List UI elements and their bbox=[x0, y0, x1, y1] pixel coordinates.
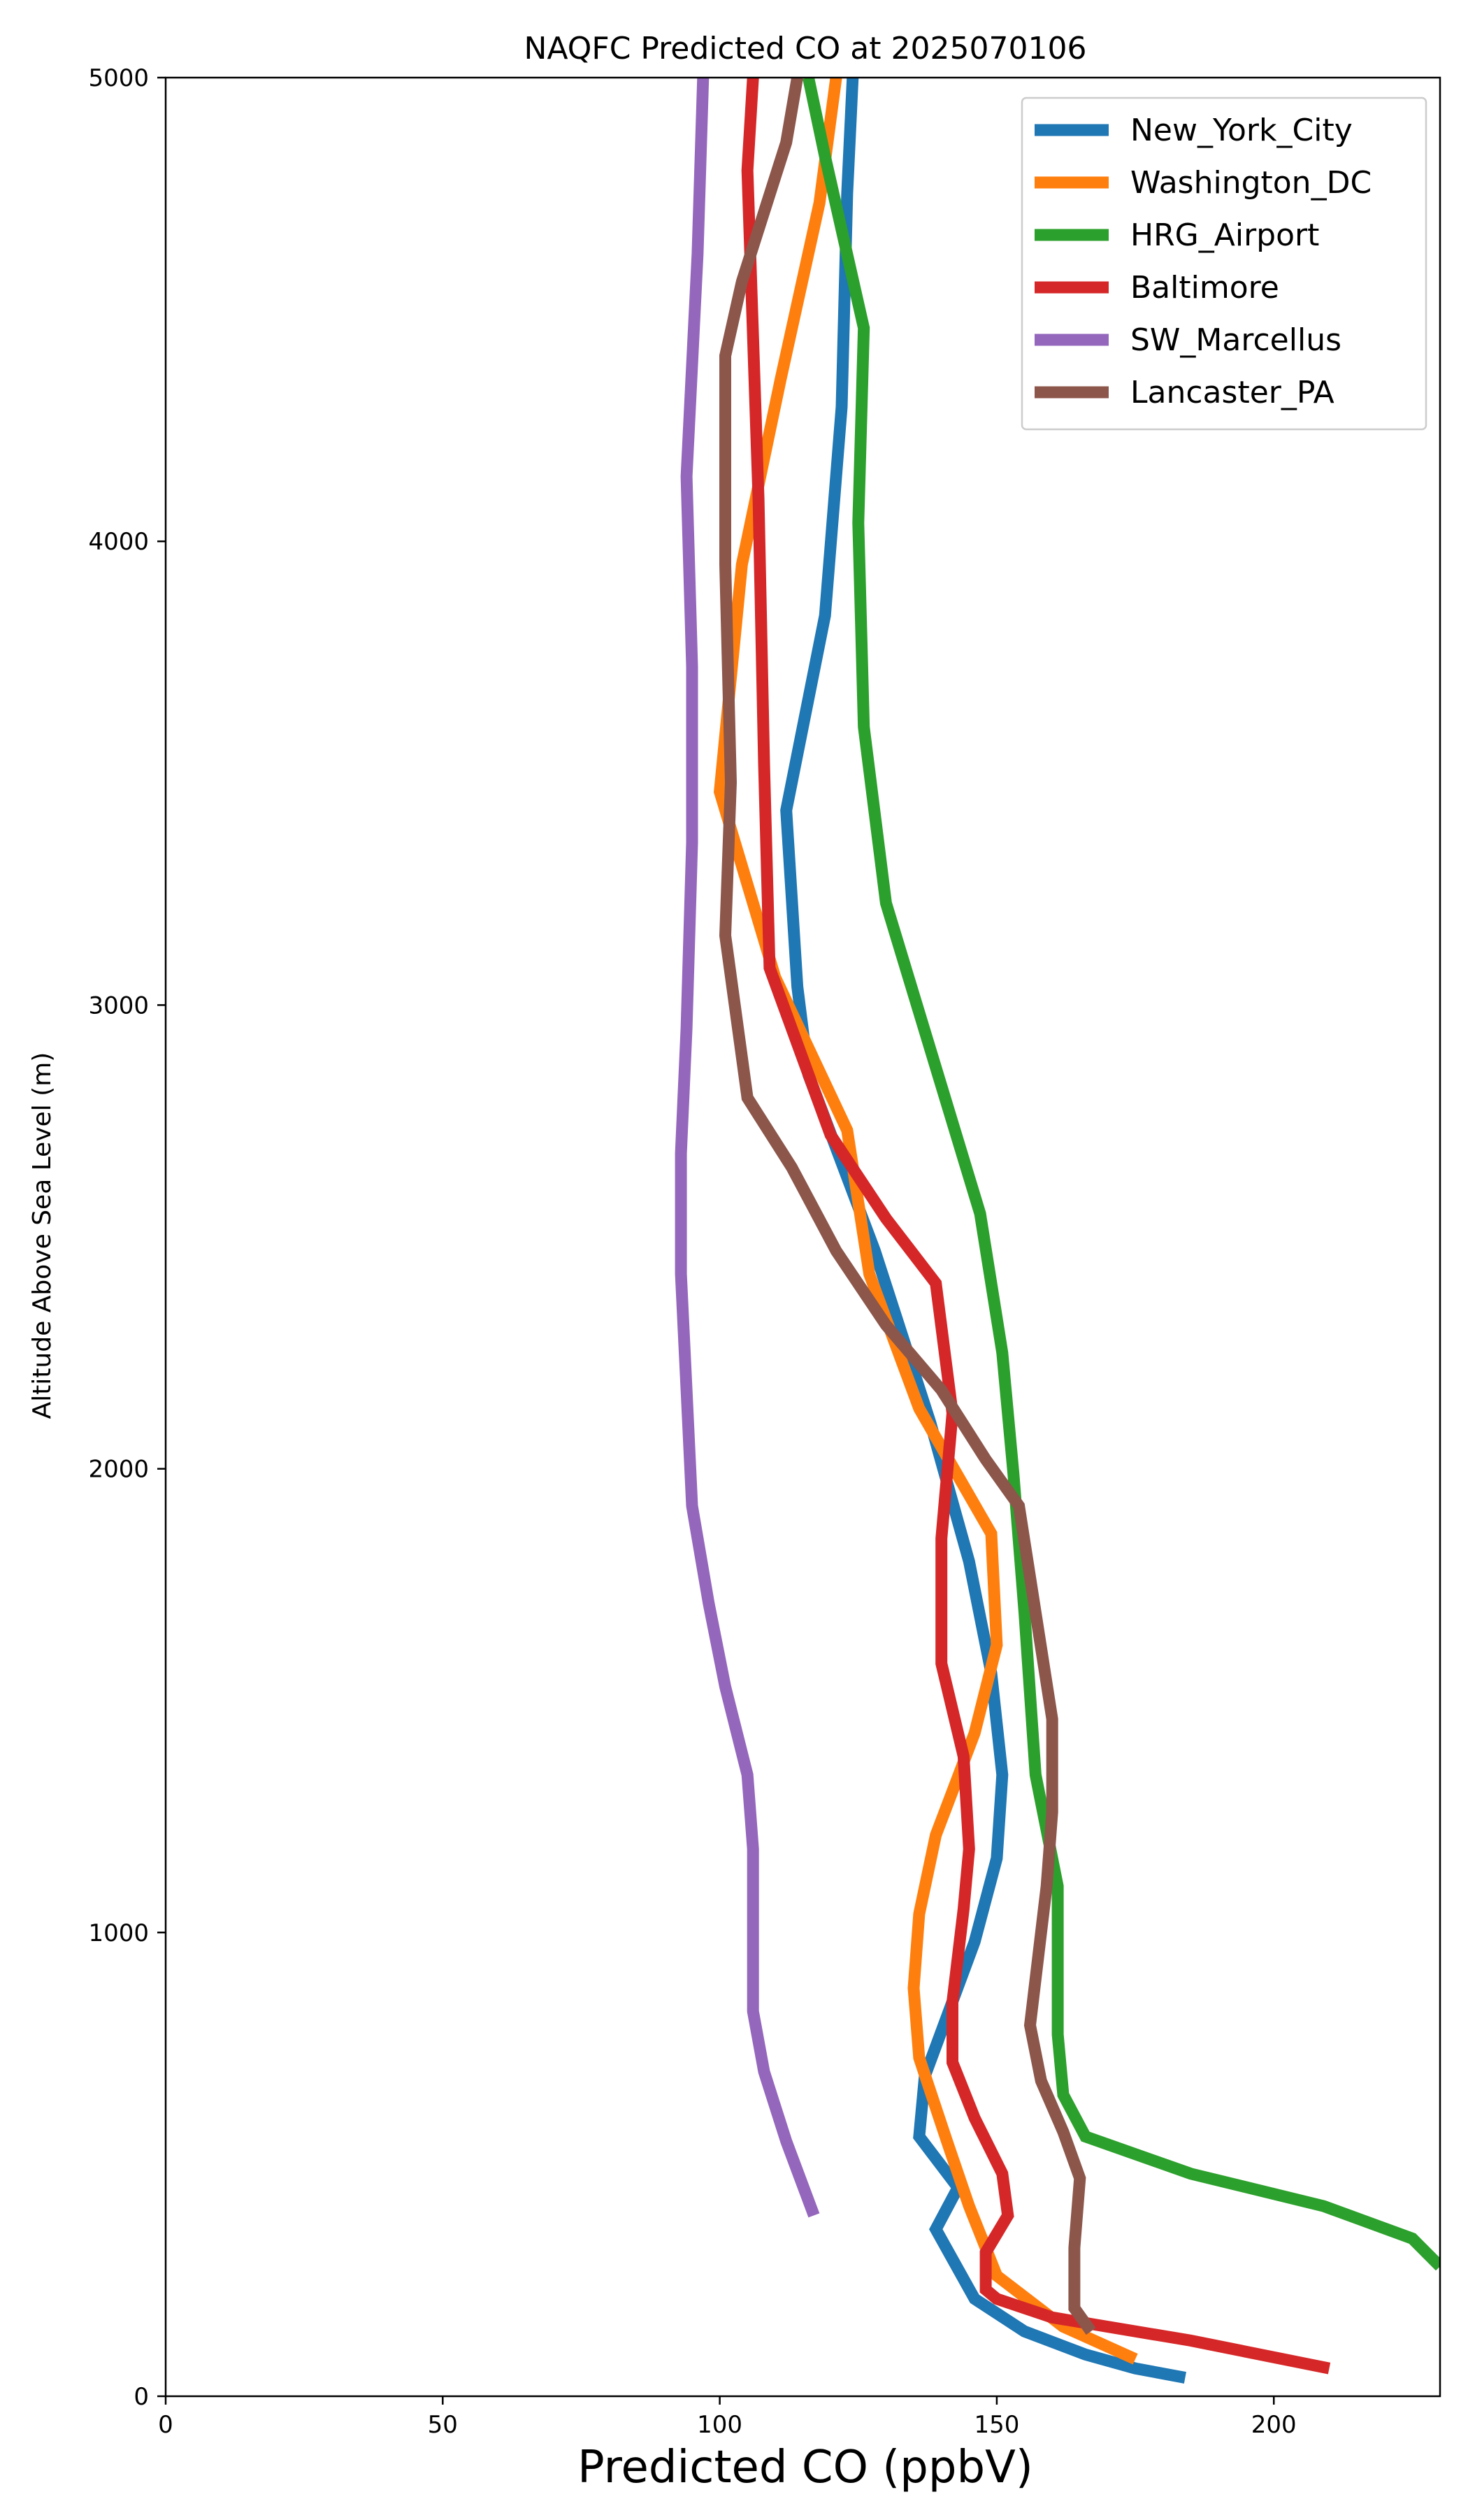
y-tick-label: 2000 bbox=[88, 1456, 149, 1484]
x-tick-label: 50 bbox=[428, 2411, 458, 2439]
series-line-baltimore bbox=[741, 78, 1331, 2375]
x-tick-label: 200 bbox=[1251, 2411, 1297, 2439]
y-axis-label: Altitude Above Sea Level (m) bbox=[28, 1052, 57, 1419]
legend-label: SW_Marcellus bbox=[1130, 322, 1341, 358]
plot-frame bbox=[164, 76, 1441, 2398]
y-tick-label: 0 bbox=[134, 2383, 149, 2411]
y-tick-label: 4000 bbox=[88, 528, 149, 556]
legend: New_York_City Washington_DC HRG_Airport Bal… bbox=[1021, 96, 1427, 431]
x-tick-label: 0 bbox=[158, 2411, 173, 2439]
legend-label: Baltimore bbox=[1130, 270, 1279, 306]
y-tick-label: 5000 bbox=[88, 64, 149, 92]
legend-label: HRG_Airport bbox=[1130, 217, 1319, 253]
x-tick-label: 150 bbox=[974, 2411, 1019, 2439]
series-layer bbox=[675, 78, 1440, 2384]
legend-label: New_York_City bbox=[1130, 113, 1353, 148]
series-line-lancaster-pa bbox=[719, 78, 1096, 2335]
chart-title: NAQFC Predicted CO at 2025070106 bbox=[524, 31, 1087, 66]
series-line-sw-marcellus bbox=[675, 78, 820, 2218]
legend-label: Lancaster_PA bbox=[1130, 375, 1334, 410]
series-line-hrg-airport bbox=[803, 78, 1440, 2271]
series-line-new-york-city bbox=[780, 78, 1186, 2384]
y-tick-label: 1000 bbox=[88, 1919, 149, 1947]
x-tick-label: 100 bbox=[697, 2411, 742, 2439]
legend-box bbox=[1021, 96, 1427, 431]
y-tick-label: 3000 bbox=[88, 991, 149, 1019]
legend-label: Washington_DC bbox=[1130, 165, 1372, 201]
series-line-washington-dc bbox=[713, 78, 1138, 2365]
x-axis-label: Predicted CO (ppbV) bbox=[577, 2442, 1033, 2493]
